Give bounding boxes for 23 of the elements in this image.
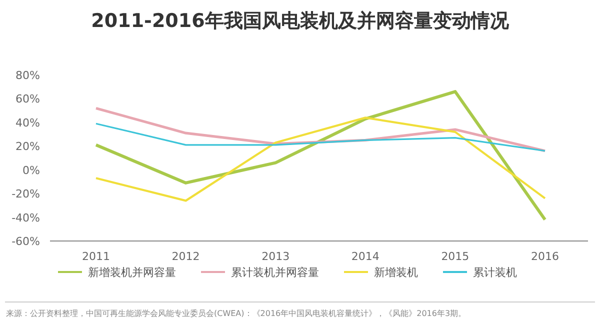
x-tick-label: 2012 <box>172 250 200 263</box>
legend-label: 新增装机 <box>374 266 418 279</box>
y-tick-label: 20% <box>16 140 40 154</box>
y-tick-label: 0% <box>22 164 40 177</box>
legend-label: 累计装机并网容量 <box>231 266 319 279</box>
legend-label: 新增装机并网容量 <box>88 266 176 279</box>
source-note: 来源：公开资料整理，中国可再生能源学会风能专业委员会(CWEA)：《2016年中国风电装机容量统计》，《风能》2016年3期。 <box>6 309 466 318</box>
line-series <box>95 122 546 152</box>
y-tick-label: 80% <box>16 69 40 82</box>
x-tick-label: 2013 <box>262 250 290 263</box>
chart-title: 2011-2016年我国风电装机及并网容量变动情况 <box>91 10 510 32</box>
x-tick-label: 2015 <box>441 250 470 263</box>
x-tick-label: 2016 <box>531 250 559 263</box>
line-series <box>94 90 547 222</box>
y-tick-label: 60% <box>16 92 40 106</box>
y-tick-label: 40% <box>16 116 40 130</box>
y-tick-label: -20% <box>12 188 40 201</box>
y-tick-label: -40% <box>12 211 40 224</box>
y-tick-label: -60% <box>12 235 40 248</box>
x-tick-label: 2011 <box>82 250 110 263</box>
line-series <box>94 116 546 202</box>
x-tick-label: 2014 <box>351 250 380 263</box>
legend-label: 累计装机 <box>473 266 517 279</box>
